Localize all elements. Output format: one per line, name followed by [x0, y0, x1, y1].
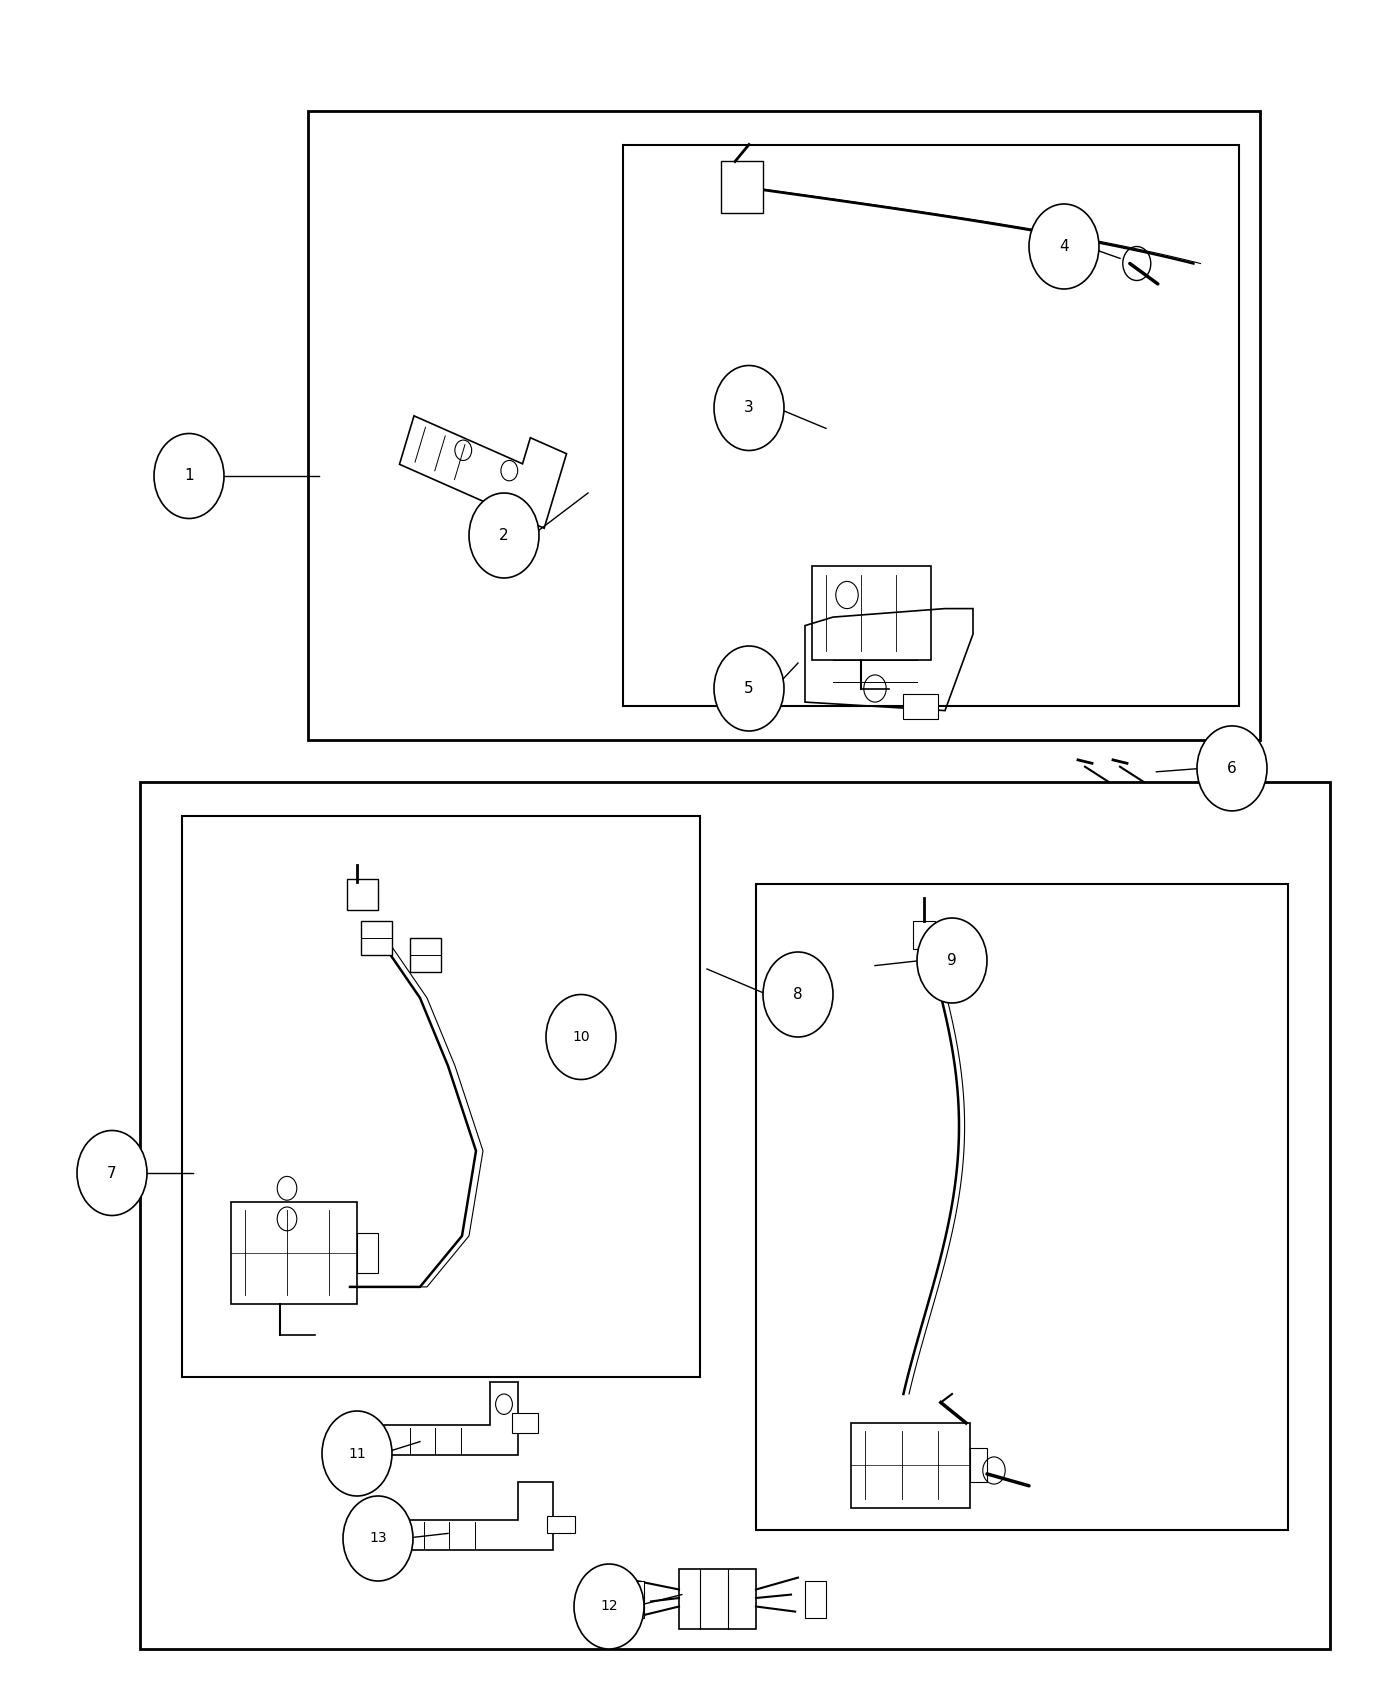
Bar	[140, 782, 1330, 1649]
Circle shape	[714, 366, 784, 450]
Circle shape	[343, 1496, 413, 1581]
Bar	[756, 884, 1288, 1530]
Circle shape	[154, 434, 224, 518]
Bar	[970, 1448, 987, 1482]
Circle shape	[1029, 204, 1099, 289]
Bar	[812, 566, 931, 660]
Text: 12: 12	[601, 1600, 617, 1613]
Bar	[182, 816, 700, 1377]
Text: 7: 7	[108, 1166, 116, 1180]
Text: 6: 6	[1228, 762, 1236, 775]
Bar	[347, 879, 378, 910]
Bar	[721, 162, 763, 212]
Text: 4: 4	[1060, 240, 1068, 253]
Bar	[547, 1516, 575, 1533]
Bar	[679, 1569, 756, 1629]
Circle shape	[546, 994, 616, 1080]
Bar	[623, 144, 1239, 705]
Circle shape	[574, 1564, 644, 1649]
Bar	[308, 110, 1260, 740]
Text: 13: 13	[370, 1532, 386, 1545]
Text: 5: 5	[745, 682, 753, 695]
Circle shape	[1197, 726, 1267, 811]
Bar	[512, 1413, 538, 1433]
Text: 2: 2	[500, 529, 508, 542]
Circle shape	[763, 952, 833, 1037]
Bar	[851, 1423, 970, 1508]
Text: 1: 1	[185, 469, 193, 483]
Bar	[805, 1581, 826, 1618]
Text: 3: 3	[745, 401, 753, 415]
Text: 8: 8	[794, 988, 802, 1001]
Bar	[913, 921, 935, 949]
Circle shape	[714, 646, 784, 731]
Bar	[357, 1232, 378, 1273]
Bar	[361, 921, 392, 955]
Circle shape	[322, 1411, 392, 1496]
Bar	[410, 938, 441, 972]
Bar	[623, 1581, 644, 1618]
Bar	[231, 1202, 357, 1304]
Circle shape	[469, 493, 539, 578]
Text: 10: 10	[573, 1030, 589, 1044]
Text: 9: 9	[948, 954, 956, 967]
Text: 11: 11	[349, 1447, 365, 1460]
Circle shape	[917, 918, 987, 1003]
Bar	[903, 694, 938, 719]
Circle shape	[77, 1130, 147, 1216]
